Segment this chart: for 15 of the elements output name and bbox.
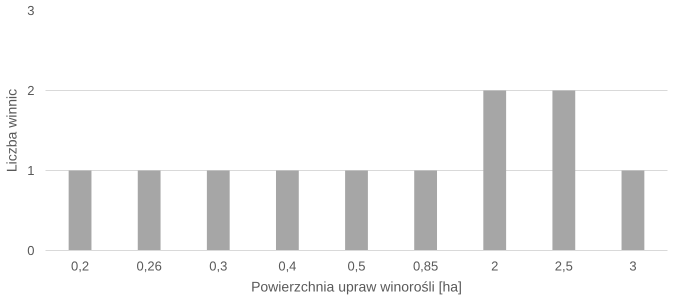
y-axis-title: Liczba winnic: [3, 88, 20, 172]
y-tick-label: 3: [27, 3, 35, 18]
x-tick-label: 0,4: [278, 258, 296, 274]
x-tick-label: 0,85: [412, 258, 438, 274]
x-axis-title: Powierzchnia upraw winorośli [ha]: [251, 278, 462, 294]
x-tick-label: 2,5: [554, 258, 573, 274]
y-tick-label: 2: [27, 83, 35, 98]
x-tick-label: 0,5: [347, 258, 366, 274]
x-tick-label: 0,26: [136, 258, 162, 274]
x-tick-label: 2: [491, 258, 498, 274]
y-tick-label: 0: [27, 243, 35, 258]
x-tick-label: 3: [629, 258, 637, 274]
x-tick-label: 0,3: [209, 258, 228, 274]
y-tick-label: 1: [27, 163, 35, 178]
x-tick-label: 0,2: [71, 258, 90, 274]
